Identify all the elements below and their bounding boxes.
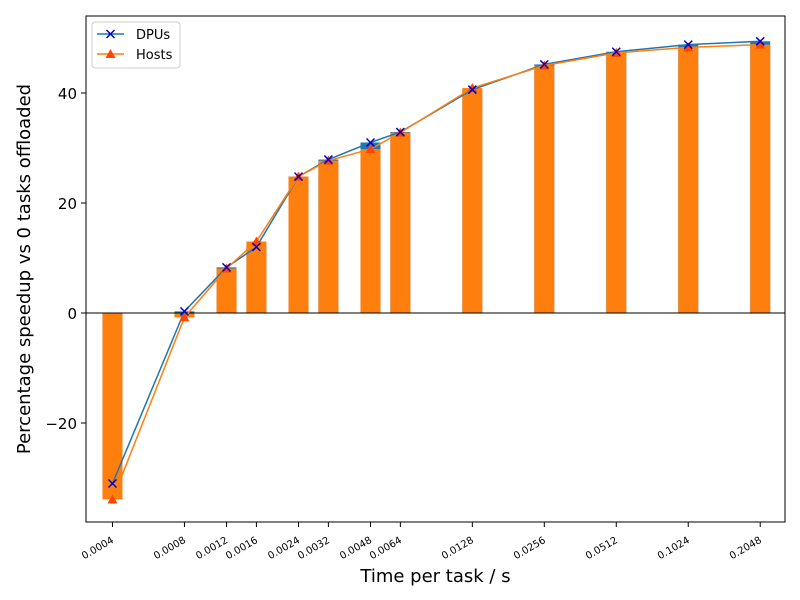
x-tick-label: 0.0016 xyxy=(224,535,260,562)
hosts-bar xyxy=(216,268,237,313)
y-tick-label: −20 xyxy=(45,415,77,433)
hosts-bar xyxy=(360,149,381,313)
hosts-bar xyxy=(390,132,411,313)
dpus-marker xyxy=(683,40,693,50)
x-tick-label: 0.0012 xyxy=(194,535,230,562)
legend: DPUs Hosts xyxy=(91,21,181,69)
dpus-marker xyxy=(539,59,549,69)
hosts-bar xyxy=(750,44,771,313)
bars-layer xyxy=(102,41,771,500)
dpus-marker xyxy=(395,127,405,137)
legend-x-marker xyxy=(105,29,116,39)
legend-triangle-marker xyxy=(105,49,116,58)
x-tick-label: 0.2048 xyxy=(728,535,764,562)
dpus-line xyxy=(111,40,761,484)
dpus-marker xyxy=(467,85,477,95)
x-tick-label: 0.0008 xyxy=(152,535,188,562)
x-tick-label: 0.0512 xyxy=(584,535,620,562)
x-tick-label: 0.0032 xyxy=(296,535,332,562)
hosts-marker xyxy=(467,83,478,93)
dpus-marker xyxy=(251,242,261,252)
hosts-marker xyxy=(683,42,694,52)
x-axis-label: Time per task / s xyxy=(359,566,510,587)
hosts-marker xyxy=(179,312,190,322)
dpus-marker xyxy=(107,478,117,489)
dpus-marker xyxy=(611,47,621,57)
dpus-marker xyxy=(222,262,232,272)
x-tick-label: 0.0004 xyxy=(80,535,116,562)
dpus-marker xyxy=(323,155,333,165)
y-tick-label: 0 xyxy=(67,305,77,323)
y-axis-label: Percentage speedup vs 0 tasks offloaded xyxy=(14,84,35,454)
y-tick-label: 40 xyxy=(58,85,77,103)
lines-layer xyxy=(111,40,761,500)
dpus-marker xyxy=(293,172,304,182)
x-tick-label: 0.0064 xyxy=(368,535,404,562)
hosts-bar xyxy=(606,52,627,313)
x-tick-label: 0.1024 xyxy=(656,535,692,562)
legend-label: DPUs xyxy=(136,28,170,43)
hosts-marker xyxy=(251,236,262,246)
hosts-bar xyxy=(678,47,699,313)
x-tick-label: 0.0256 xyxy=(512,535,548,562)
hosts-bar xyxy=(102,313,123,500)
x-tick-label: 0.0048 xyxy=(338,535,374,562)
y-tick-label: 20 xyxy=(58,195,77,213)
dpus-marker xyxy=(755,36,765,46)
x-tick-label: 0.0128 xyxy=(440,535,476,562)
dpus-marker xyxy=(365,137,376,148)
hosts-bar xyxy=(288,176,309,313)
hosts-marker xyxy=(107,494,118,504)
hosts-bar xyxy=(534,65,555,313)
hosts-marker xyxy=(365,144,376,154)
x-tick-label: 0.0024 xyxy=(266,535,302,562)
y-axis-ticks: −20 0 20 40 xyxy=(45,85,86,433)
hosts-bar xyxy=(318,160,339,313)
dpus-marker xyxy=(179,306,189,316)
hosts-bar xyxy=(462,88,483,313)
markers-layer xyxy=(107,36,766,504)
hosts-marker xyxy=(755,39,766,49)
plot-frame xyxy=(85,15,786,523)
legend-label: Hosts xyxy=(136,48,173,63)
hosts-line xyxy=(111,43,761,500)
hosts-bar xyxy=(246,241,267,313)
